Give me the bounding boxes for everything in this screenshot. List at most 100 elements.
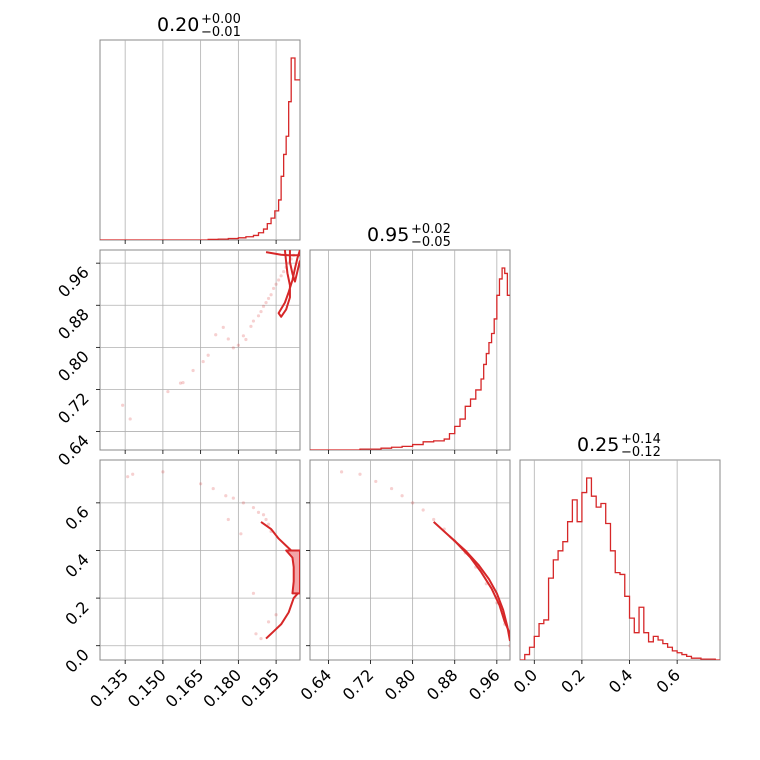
contour-inner (288, 250, 300, 283)
x-tick-label: 0.4 (605, 665, 636, 696)
sample-point (432, 517, 436, 522)
x-tick-label: 0.6 (653, 665, 684, 696)
title-p1: 0.20 (157, 14, 199, 36)
sample-point (231, 496, 235, 500)
panel-p2-histogram (309, 249, 511, 451)
sample-point (254, 632, 258, 636)
sample-point (279, 274, 283, 278)
sample-point (241, 334, 245, 338)
sample-point (178, 381, 183, 385)
sample-point (161, 470, 165, 474)
y-tick-label: 0.6 (61, 502, 92, 533)
contour-band (285, 549, 300, 595)
sample-point (201, 359, 205, 364)
sample-point (389, 486, 394, 491)
sample-point (226, 517, 230, 522)
sample-point (256, 314, 261, 318)
contour-upper (260, 521, 300, 554)
sample-point (126, 475, 130, 479)
histogram-p2 (310, 267, 510, 450)
sample-point (261, 304, 266, 308)
sample-point (239, 532, 243, 536)
sample-point (339, 470, 344, 474)
sample-point (358, 472, 362, 476)
panel-p1-vs-p2 (99, 249, 301, 451)
y-tick-label: 0.88 (54, 305, 93, 344)
sample-point (181, 381, 185, 385)
sample-point (266, 620, 271, 624)
x-tick-label: 0.135 (86, 665, 132, 711)
sample-point (191, 368, 195, 373)
x-tick-label: 0.195 (237, 665, 283, 711)
contour-outer (277, 250, 300, 318)
contour-lower (265, 590, 300, 640)
sample-point (277, 278, 281, 282)
title-p3-minus: −0.12 (621, 445, 661, 460)
sample-point (266, 522, 271, 526)
sample-point (264, 517, 268, 522)
x-tick-label: 0.96 (465, 665, 504, 704)
sample-point (508, 644, 510, 648)
sample-point (400, 494, 404, 498)
sample-point (261, 513, 266, 517)
sample-point (282, 269, 286, 274)
panel-p2-vs-p3 (309, 459, 511, 661)
panel-p1-histogram (99, 39, 301, 241)
sample-point (244, 337, 248, 342)
sample-point (271, 286, 276, 291)
joint-p1-p3 (126, 470, 300, 641)
sample-point (211, 486, 215, 491)
sample-point (166, 389, 170, 394)
sample-point (221, 325, 225, 329)
sample-point (266, 296, 271, 301)
sample-point (421, 508, 425, 512)
x-tick-label: 0.88 (423, 665, 462, 704)
sample-point (128, 417, 132, 421)
sample-point (274, 282, 278, 286)
sample-point (374, 479, 378, 484)
sample-point (274, 613, 278, 617)
sample-point (226, 337, 230, 341)
contour-top (265, 251, 300, 257)
contour-inner (448, 535, 510, 642)
panel-p3-histogram (519, 459, 721, 661)
title-p1-plus: +0.00 (201, 12, 241, 27)
sample-point (131, 472, 135, 476)
joint-p2-p3 (339, 470, 510, 648)
title-p2-plus: +0.02 (411, 222, 451, 237)
y-tick-label: 0.4 (61, 550, 92, 581)
sample-point (269, 293, 273, 297)
sample-point (214, 333, 218, 337)
x-tick-label: 0.64 (297, 665, 336, 704)
sample-point (224, 494, 228, 498)
title-p2-minus: −0.05 (411, 235, 451, 250)
sample-point (411, 501, 415, 505)
title-p3-plus: +0.14 (621, 432, 661, 447)
histogram-p3 (520, 477, 720, 660)
sample-point (121, 403, 125, 407)
y-tick-label: 0.64 (54, 431, 93, 470)
sample-point (264, 301, 268, 305)
sample-point (249, 324, 253, 328)
sample-point (206, 353, 210, 357)
sample-point (251, 591, 256, 595)
panel-p1-vs-p3 (99, 459, 301, 661)
title-p2: 0.95 (367, 224, 409, 246)
y-tick-label: 0.2 (61, 597, 92, 628)
sample-point (251, 506, 256, 510)
x-tick-label: 0.72 (339, 665, 378, 704)
x-tick-label: 0.180 (199, 665, 245, 711)
y-tick-label: 0.80 (54, 347, 93, 386)
sample-point (256, 510, 261, 514)
sample-point (259, 636, 263, 641)
sample-point (241, 501, 245, 505)
title-p3: 0.25 (577, 434, 619, 456)
x-tick-label: 0.2 (557, 665, 588, 696)
title-p1-minus: −0.01 (201, 25, 241, 40)
y-tick-label: 0.72 (54, 389, 93, 428)
contour-outer (433, 521, 510, 635)
x-tick-label: 0.0 (510, 665, 541, 696)
x-tick-label: 0.150 (124, 665, 170, 711)
